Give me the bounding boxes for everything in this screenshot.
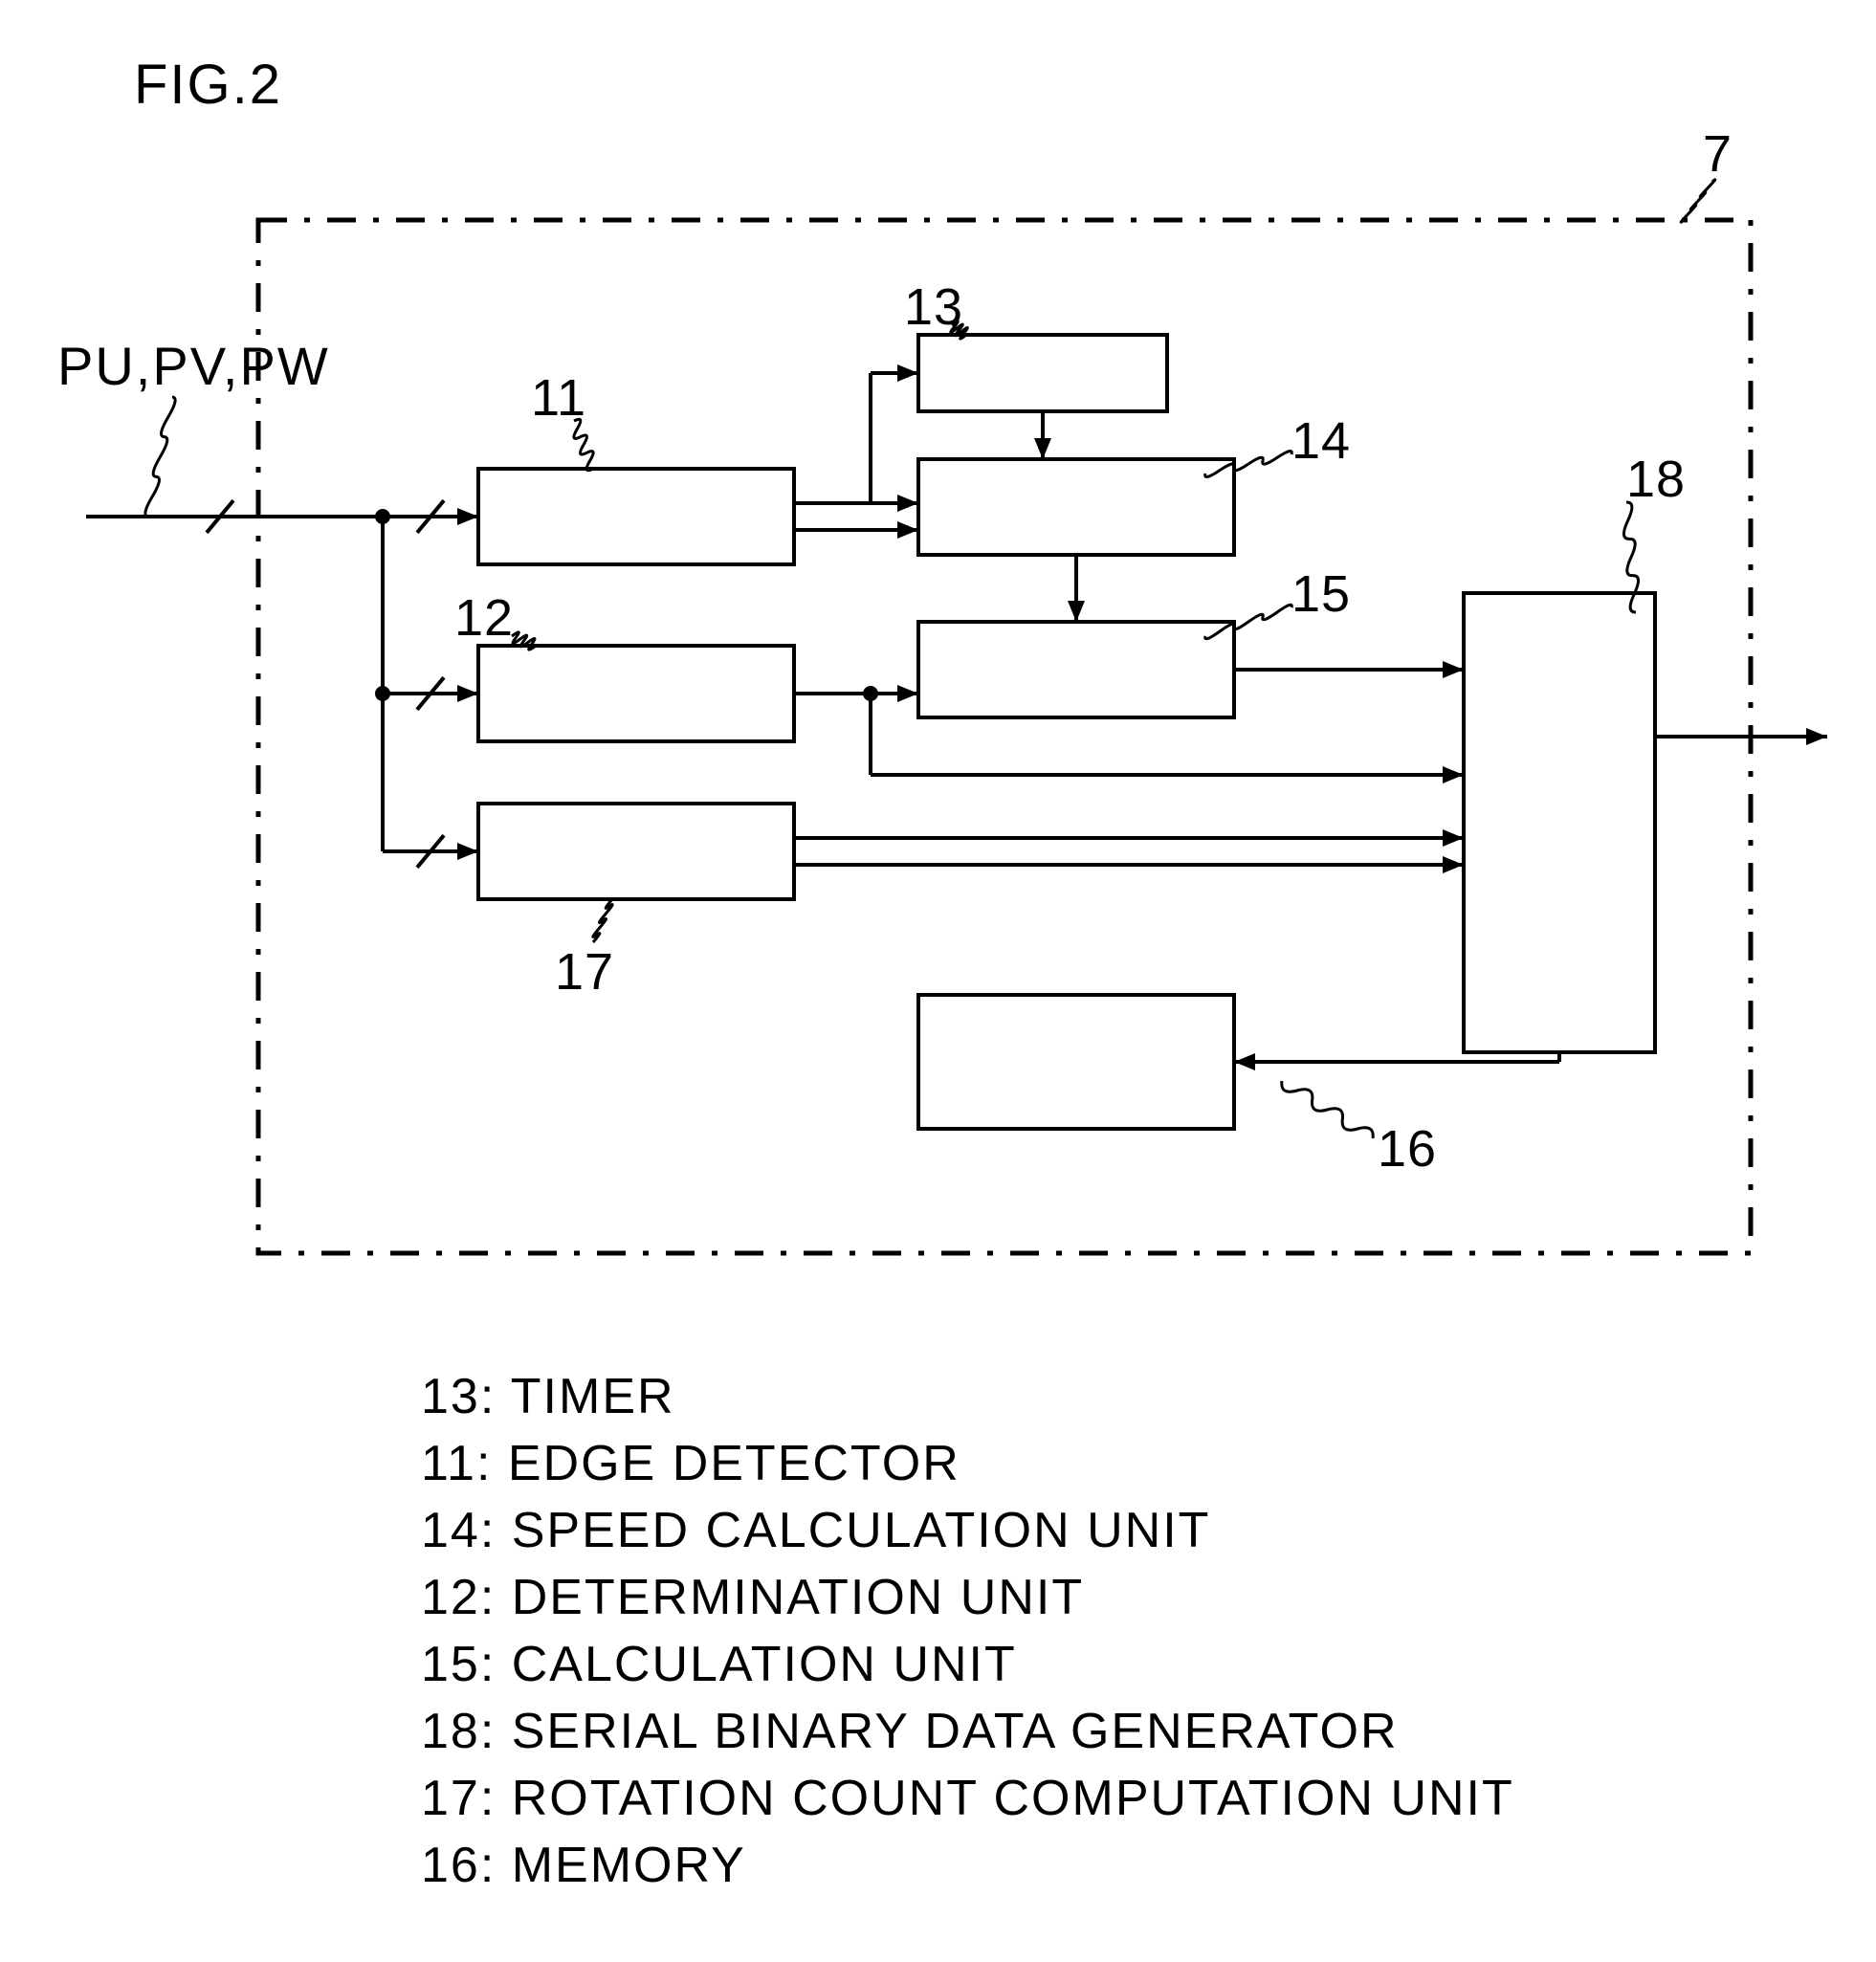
diagram-svg <box>0 0 1876 1962</box>
diagram-canvas: FIG.2 PU,PV,PW 7 11 12 13 14 15 16 17 18… <box>0 0 1876 1962</box>
